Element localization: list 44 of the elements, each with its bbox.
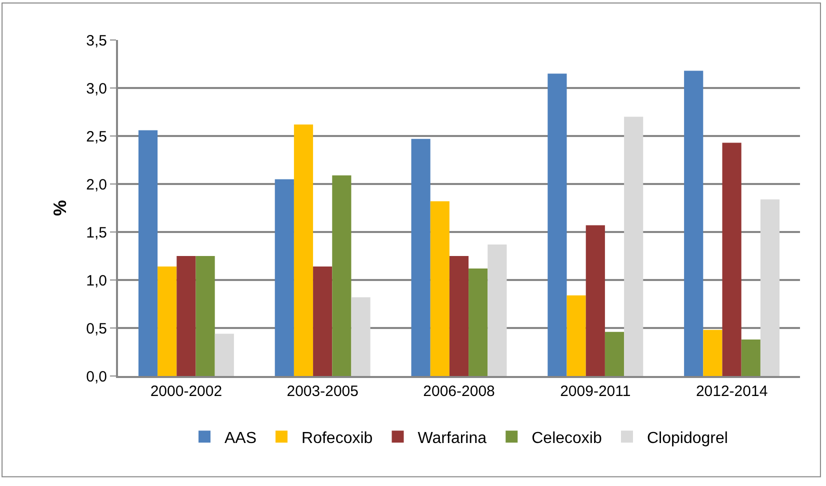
y-tick-label: 3,5	[86, 32, 107, 50]
y-tick-label: 1,5	[86, 224, 107, 242]
y-tick-label: 0,0	[86, 368, 107, 386]
bar	[548, 74, 567, 376]
bar	[196, 256, 215, 376]
y-tick-label: 2,5	[86, 128, 107, 146]
y-tick-label: 3,0	[86, 80, 107, 98]
bar	[624, 116, 644, 376]
bar	[313, 266, 332, 376]
bar	[294, 124, 314, 376]
bar	[158, 266, 177, 376]
bar	[684, 70, 704, 376]
legend-label: Warfarina	[418, 430, 487, 447]
x-tick-label: 2006-2008	[423, 383, 495, 400]
bar	[703, 330, 722, 376]
bar	[722, 142, 742, 376]
bar	[214, 334, 234, 376]
x-tick-label: 2012-2014	[696, 383, 768, 400]
x-tick-label: 2000-2002	[150, 383, 222, 400]
bar	[351, 297, 370, 376]
bar	[449, 256, 469, 376]
bar	[138, 130, 158, 376]
bar	[586, 225, 605, 376]
bar	[274, 179, 294, 376]
bar	[468, 268, 488, 376]
bar	[332, 175, 352, 376]
x-tick-label: 2003-2005	[286, 383, 358, 400]
bar	[430, 201, 450, 376]
bar	[604, 332, 624, 376]
legend-label: Rofecoxib	[302, 430, 373, 447]
legend-label: Celecoxib	[532, 430, 602, 447]
bar	[566, 295, 586, 376]
bar	[760, 199, 780, 376]
bar	[488, 244, 507, 376]
y-tick-label: 0,5	[86, 320, 107, 338]
bar	[176, 256, 196, 376]
y-axis-title: %	[50, 200, 70, 216]
y-tick-label: 2,0	[86, 176, 107, 194]
x-tick-label: 2009-2011	[560, 383, 631, 400]
y-tick-label: 1,0	[86, 272, 107, 290]
bar	[741, 340, 760, 376]
legend-label: Clopidogrel	[646, 430, 728, 447]
legend-label: AAS	[224, 430, 257, 447]
bar	[411, 138, 430, 376]
